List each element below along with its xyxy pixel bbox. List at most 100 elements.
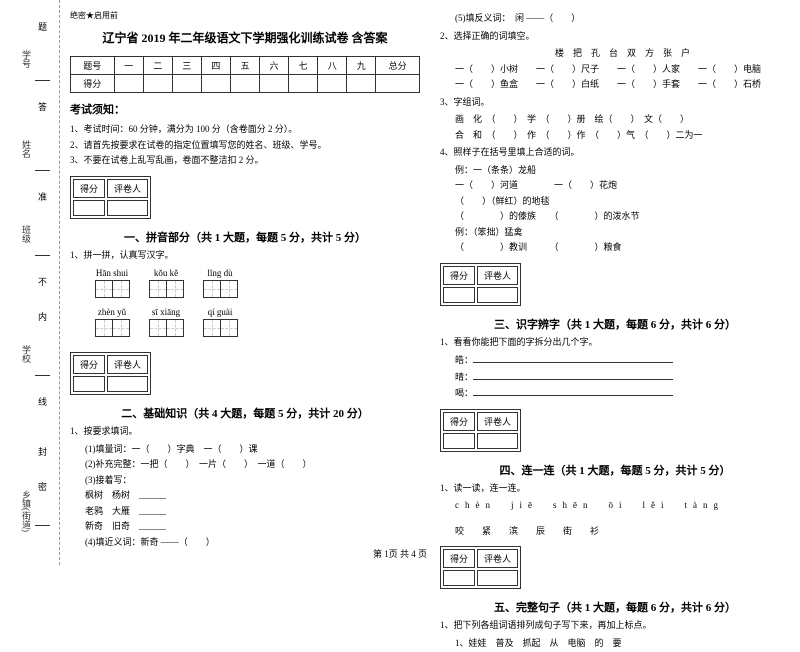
pinyin-text: Hān shuì — [95, 268, 129, 278]
table-row: 得分 — [71, 75, 420, 93]
pinyin-text: lǐng dù — [203, 268, 237, 278]
score-col: 总分 — [376, 57, 420, 75]
sub-question: （ ）教训 （ ）粮食 — [455, 241, 790, 255]
secret-label: 绝密★启用前 — [70, 10, 420, 21]
margin-line — [35, 255, 50, 256]
pinyin-text: sī xiāng — [149, 307, 183, 317]
page-footer: 第 1页 共 4 页 — [0, 547, 800, 560]
grader-box: 得分 评卷人 — [70, 176, 151, 219]
sub-question: 老鸦 大雁 ______ — [85, 505, 420, 519]
char-grid[interactable] — [95, 280, 129, 301]
margin-label-id: 学号 — [20, 50, 33, 68]
char-row: 咬 紧 滨 辰 街 衫 — [455, 525, 790, 539]
score-label: 得分 — [71, 75, 115, 93]
section-4-title: 四、连一连（共 1 大题，每题 5 分，共计 5 分） — [440, 462, 790, 478]
char-grid[interactable] — [203, 319, 237, 340]
sub-question: 一（ ）河道 一（ ）花炮 — [455, 179, 790, 193]
section-3-title: 三、识字辨字（共 1 大题，每题 6 分，共计 6 分） — [440, 316, 790, 332]
sub-question: (3)接着写： — [85, 474, 420, 488]
char-grid[interactable] — [95, 319, 129, 340]
char-grid[interactable] — [203, 280, 237, 301]
score-table: 题号 一 二 三 四 五 六 七 八 九 总分 得分 — [70, 56, 420, 93]
char-split: 喝： — [455, 386, 790, 401]
margin-label-class: 班级 — [20, 225, 33, 243]
sub-question: (2)补充完整：一把（ ） 一片（ ） 一道（ ） — [85, 458, 420, 472]
margin-side-text: 题 — [38, 20, 47, 33]
margin-side-text: 密 — [38, 480, 47, 493]
score-col: 七 — [289, 57, 318, 75]
score-col: 六 — [260, 57, 289, 75]
score-col: 一 — [114, 57, 143, 75]
question-text: 1、读一读，连一连。 — [440, 482, 790, 496]
binding-margin: 题 学号 答 姓名 准 班级 不 内 学校 线 封 乡镇(街道) 密 — [0, 0, 60, 565]
margin-side-text: 答 — [38, 100, 47, 113]
margin-label-school: 学校 — [20, 345, 33, 363]
example: 例：（笨拙）猛禽 — [455, 226, 790, 240]
margin-line — [35, 525, 50, 526]
grader-cell: 评卷人 — [477, 266, 518, 285]
sub-question: （ ）（鲜红）的地毯 — [455, 195, 790, 209]
sub-question: （ ）的傣族 （ ）的泼水节 — [455, 210, 790, 224]
grader-box: 得分 评卷人 — [440, 409, 521, 452]
word-list: 1、娃娃 普及 抓起 从 电脑 的 要 — [455, 637, 790, 651]
pinyin-text: qí guài — [203, 307, 237, 317]
notice-item: 2、请首先按要求在试卷的指定位置填写您的姓名、班级、学号。 — [70, 139, 420, 152]
margin-side-text: 准 — [38, 190, 47, 203]
grader-cell: 评卷人 — [477, 412, 518, 431]
score-col: 五 — [230, 57, 259, 75]
score-cell: 得分 — [443, 412, 475, 431]
section-5-title: 五、完整句子（共 1 大题，每题 6 分，共计 6 分） — [440, 599, 790, 615]
answer-blank[interactable] — [473, 353, 673, 363]
grader-cell: 评卷人 — [107, 355, 148, 374]
sub-question: 新奇 旧奇 ______ — [85, 520, 420, 534]
example: 例：一（条条）龙船 — [455, 164, 790, 178]
margin-label-name: 姓名 — [20, 140, 33, 158]
pinyin-text: zhèn yǔ — [95, 307, 129, 317]
sub-question: (1)填量词：一（ ）字典 一（ ）课 — [85, 443, 420, 457]
sub-question: 一（ ）鱼盒 一（ ）白纸 一（ ）手套 一（ ）石桥 — [455, 78, 790, 92]
pinyin-text: kǒu kě — [149, 268, 183, 278]
margin-side-text: 线 — [38, 395, 47, 408]
char-grid[interactable] — [149, 280, 183, 301]
sub-question: 合 和 （ ） 作 （ ）作 （ ）气 （ ）二为一 — [455, 129, 790, 143]
score-col: 八 — [318, 57, 347, 75]
table-row: 题号 一 二 三 四 五 六 七 八 九 总分 — [71, 57, 420, 75]
grader-cell: 评卷人 — [107, 179, 148, 198]
margin-line — [35, 170, 50, 171]
char-grid[interactable] — [149, 319, 183, 340]
score-col: 四 — [201, 57, 230, 75]
margin-line — [35, 375, 50, 376]
pinyin-row: chèn jiē shēn ōi lěi tàng — [455, 499, 790, 513]
margin-label-town: 乡镇(街道) — [20, 490, 33, 532]
section-1-title: 一、拼音部分（共 1 大题，每题 5 分，共计 5 分） — [70, 229, 420, 245]
notice-item: 3、不要在试卷上乱写乱画，卷面不整洁扣 2 分。 — [70, 154, 420, 167]
margin-line — [35, 80, 50, 81]
question-text: 1、按要求填词。 — [70, 425, 420, 439]
score-header: 题号 — [71, 57, 115, 75]
question-text: 2、选择正确的词填空。 — [440, 30, 790, 44]
score-cell: 得分 — [443, 266, 475, 285]
question-text: 4、照样子在括号里填上合适的词。 — [440, 146, 790, 160]
answer-blank[interactable] — [473, 386, 673, 396]
answer-blank[interactable] — [473, 370, 673, 380]
exam-title: 辽宁省 2019 年二年级语文下学期强化训练试卷 含答案 — [70, 29, 420, 46]
char-split: 晴： — [455, 370, 790, 385]
margin-side-text: 封 — [38, 445, 47, 458]
char-split: 皓： — [455, 353, 790, 368]
notice-item: 1、考试时间：60 分钟，满分为 100 分（含卷面分 2 分）。 — [70, 123, 420, 136]
question-text: 1、拼一拼，认真写汉字。 — [70, 249, 420, 263]
score-cell: 得分 — [73, 355, 105, 374]
score-col: 三 — [172, 57, 201, 75]
margin-side-text: 不 — [38, 275, 47, 288]
question-text: 1、把下列各组词语排列成句子写下来，再加上标点。 — [440, 619, 790, 633]
grader-box: 得分 评卷人 — [70, 352, 151, 395]
sub-question: 枫树 杨树 ______ — [85, 489, 420, 503]
grader-box: 得分 评卷人 — [440, 263, 521, 306]
pinyin-row: Hān shuì kǒu kě lǐng dù — [95, 268, 420, 301]
sub-question: 画 化 （ ） 学 （ ）册 绘（ ） 文（ ） — [455, 113, 790, 127]
question-text: 1、看看你能把下面的字拆分出几个字。 — [440, 336, 790, 350]
score-col: 二 — [143, 57, 172, 75]
word-bank: 楼 把 孔 台 双 方 张 户 — [455, 47, 790, 61]
pinyin-row: zhèn yǔ sī xiāng qí guài — [95, 307, 420, 340]
sub-question: 一（ ）小树 一（ ）尺子 一（ ）人家 一（ ）电脑 — [455, 63, 790, 77]
